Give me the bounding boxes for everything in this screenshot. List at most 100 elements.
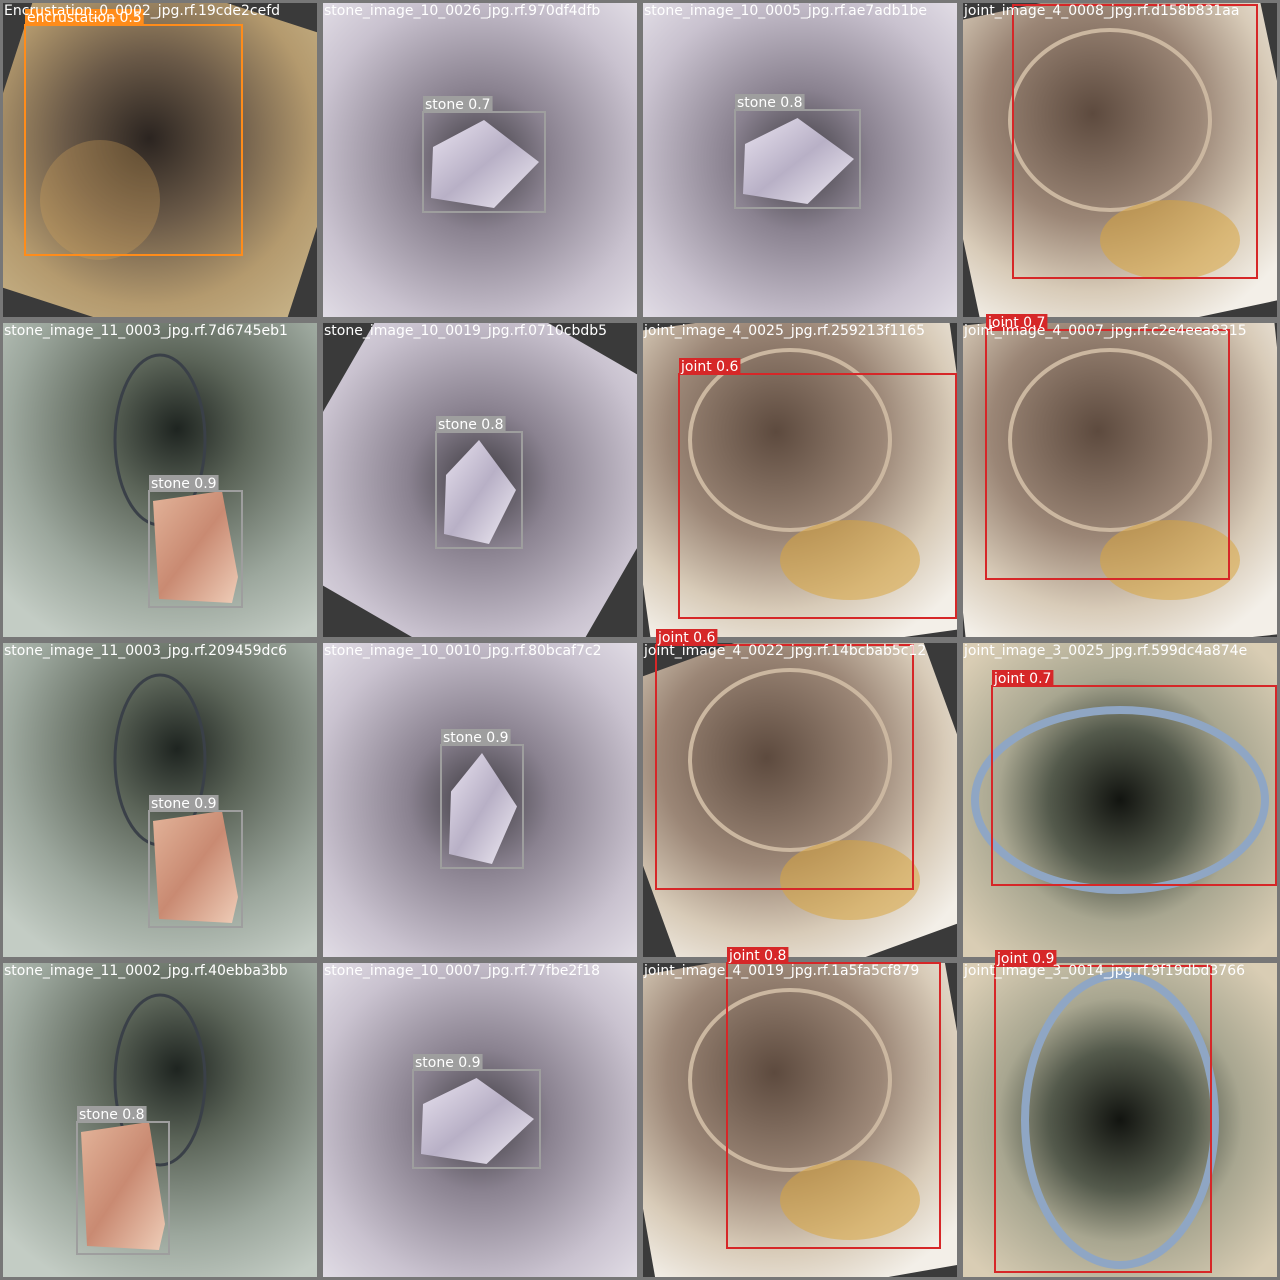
glare [1100,520,1240,600]
stone [81,1122,165,1250]
joint-ring [688,988,892,1172]
tile-image [3,3,317,317]
detection-label: stone 0.9 [415,1055,481,1071]
tile-image [643,3,957,317]
detection-label: stone 0.8 [79,1107,145,1123]
detection-label: joint 0.8 [728,948,786,964]
label-bg [436,416,506,432]
label-bg [441,729,511,745]
label-bg [995,950,1057,966]
tile-image [643,643,957,957]
overlays: encrustation 0.5 stone 0.7 stone 0.8 stone … [4,3,1277,1273]
label-bg [986,314,1048,330]
tile [323,3,637,317]
tile-image [323,963,637,1277]
tile-image [963,643,1277,957]
tile [963,643,1277,957]
tile [323,643,637,957]
detection-label: joint 0.7 [987,315,1045,331]
detection-label: stone 0.9 [151,796,217,812]
label-bg [727,947,789,963]
detection-label: joint 0.6 [680,359,739,375]
tile-image [3,643,317,957]
tile-image [963,3,1277,317]
filename: Encrustation_0_0002_jpg.rf.19cde2cefd [4,3,280,19]
stone [421,1078,534,1164]
image [643,643,957,957]
label-bg [25,9,144,25]
tile-image [643,323,957,637]
detection-label: stone 0.9 [151,476,217,492]
label-bg [679,358,741,374]
filename: stone_image_10_0010_jpg.rf.80bcaf7c2 [324,643,602,659]
filename: stone_image_10_0007_jpg.rf.77fbe2f18 [324,963,600,979]
tile-image [963,323,1277,637]
glare [780,1160,920,1240]
glare [780,520,920,600]
tile [323,323,637,637]
detection-box [655,644,914,890]
label-bg [413,1054,483,1070]
tile [3,3,317,317]
stone [153,811,238,923]
pipe-ring [113,993,207,1167]
tile [963,963,1277,1277]
label-bg [149,795,219,811]
label-bg [149,475,219,491]
label-bg [423,96,493,112]
tile [3,963,317,1277]
tile-image [3,963,317,1277]
tile [3,643,317,957]
image [963,963,1277,1277]
detection-label: stone 0.8 [438,417,504,433]
filename: joint_image_4_0007_jpg.rf.c2e4eea8315 [963,323,1247,339]
detection-label: joint 0.6 [657,630,716,646]
filename: joint_image_3_0014_jpg.rf.9f19dbd3766 [963,963,1245,979]
tile [963,323,1277,637]
detection-box [678,373,957,619]
label-bg [735,94,805,110]
label-bg [992,670,1054,686]
detection-label: joint 0.9 [996,951,1054,967]
filename: joint_image_4_0025_jpg.rf.259213f1165 [643,323,925,339]
detection-box [991,685,1277,886]
tile [643,3,957,317]
joint-ring [688,668,892,852]
filename: stone_image_11_0002_jpg.rf.40ebba3bb [4,963,288,979]
detection-label: stone 0.7 [425,97,491,113]
tile [643,643,957,957]
tile-image [323,323,637,637]
detection-label: encrustation 0.5 [27,10,142,26]
detection-box [985,329,1230,580]
tile [643,963,957,1277]
tile [963,3,1277,317]
filename: stone_image_10_0019_jpg.rf.0710cbdb5 [324,323,607,339]
tile-image [323,3,637,317]
filename: stone_image_10_0026_jpg.rf.970df4dfb [324,3,600,19]
tile-image [643,963,957,1277]
stone [153,491,238,603]
detection-box [726,962,941,1249]
detection-box [994,965,1212,1273]
joint-ring [1021,971,1219,1269]
stone [431,120,539,208]
detection-label: stone 0.8 [737,95,803,111]
label-bg [656,629,718,645]
filename: stone_image_11_0003_jpg.rf.7d6745eb1 [4,323,288,339]
filename: stone_image_11_0003_jpg.rf.209459dc6 [4,643,287,659]
texture [40,140,160,260]
image [643,323,957,637]
label-bg [77,1106,147,1122]
filename: joint_image_4_0022_jpg.rf.14bcbab5c12 [643,643,926,659]
filename: joint_image_3_0025_jpg.rf.599dc4a874e [963,643,1247,659]
joint-ring [1008,28,1212,212]
filename: joint_image_4_0019_jpg.rf.1a5fa5cf879 [643,963,919,979]
joint-ring [971,706,1269,894]
glare [1100,200,1240,280]
tile [643,323,957,637]
tile-image [323,643,637,957]
joint-ring [688,348,892,532]
stone [743,118,854,204]
joint-ring [1008,348,1212,532]
